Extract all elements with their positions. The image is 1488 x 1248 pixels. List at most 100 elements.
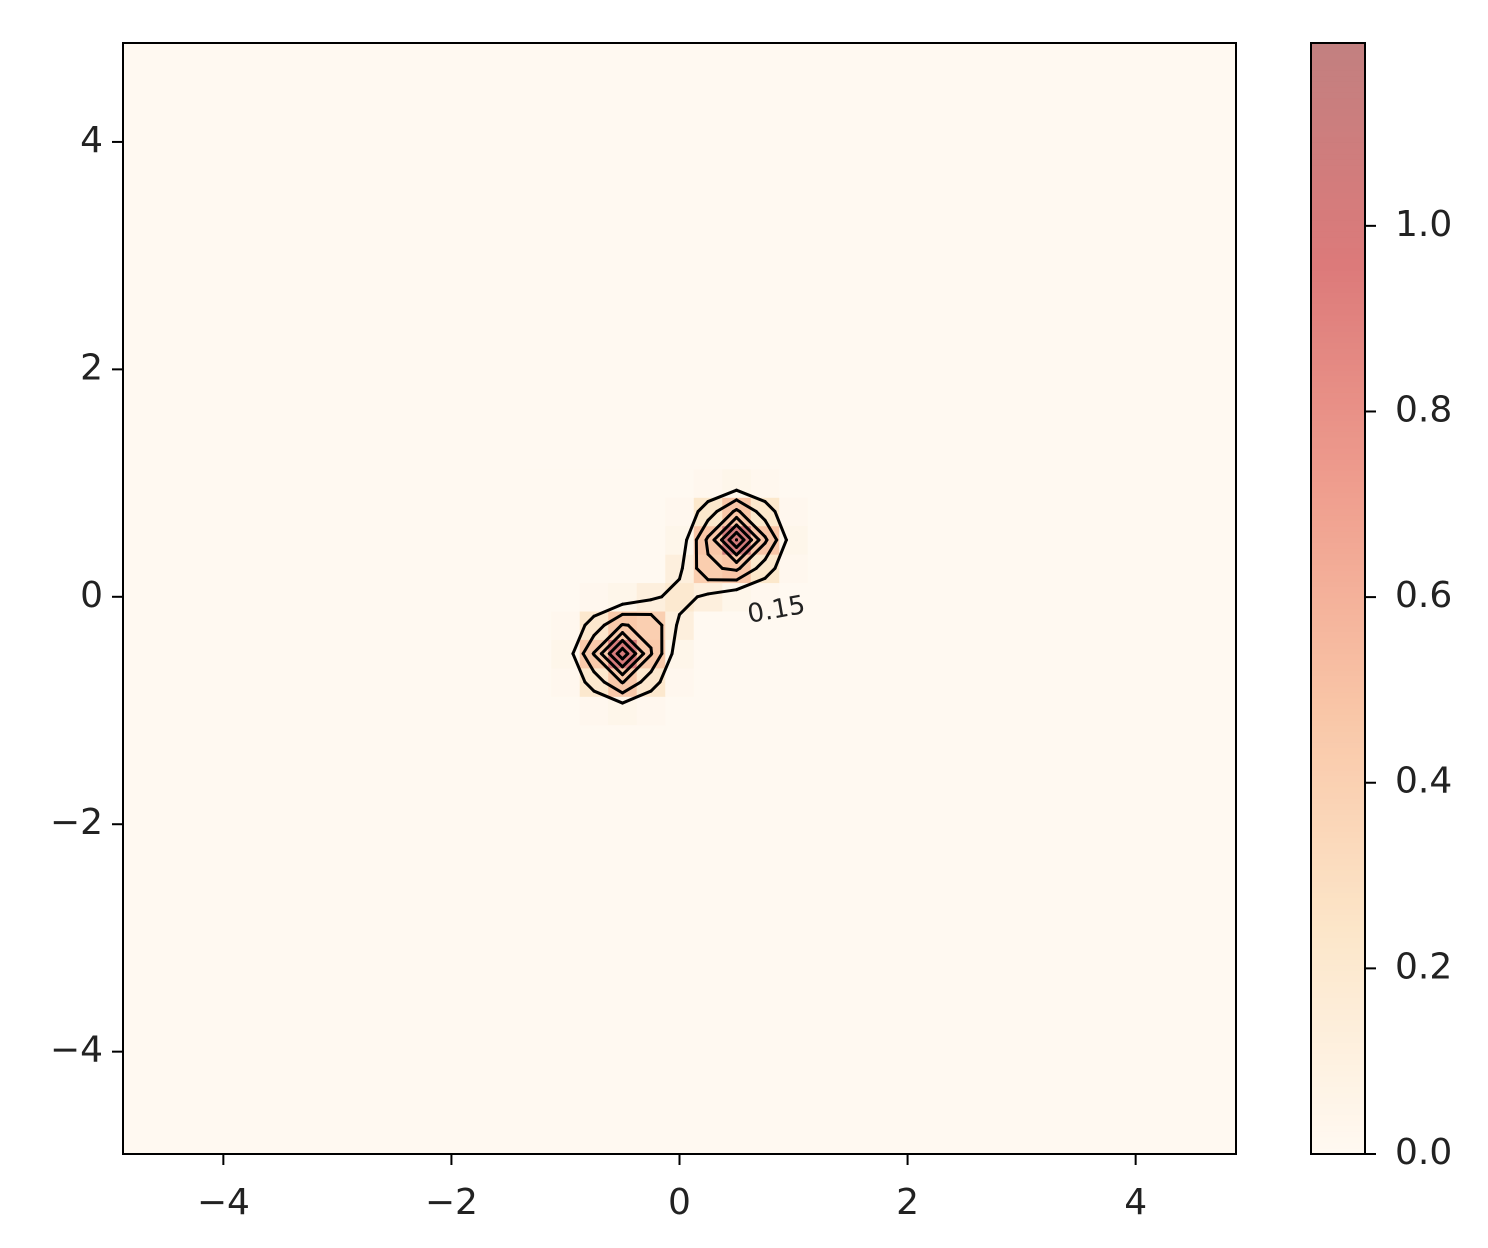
colorbar-segment [1311,1087,1365,1094]
heat-cell [722,696,752,726]
colorbar-segment [1311,259,1365,266]
heat-cell [551,724,581,754]
colorbar-tick-label: 0.6 [1395,575,1452,616]
colorbar-segment [1311,909,1365,916]
colorbar-segment [1311,970,1365,977]
contour-line [712,515,739,542]
contour-line [620,680,643,695]
colorbar-segment [1311,348,1365,355]
heat-cell [693,667,723,697]
colorbar-segment [1311,170,1365,177]
heat-cell [636,440,666,470]
colorbar-segment [1311,887,1365,894]
colorbar-segment [1311,648,1365,655]
colorbar-segment [1311,915,1365,922]
colorbar-frame [1310,42,1366,1155]
heat-cell [779,440,809,470]
colorbar-segment [1311,426,1365,433]
colorbar-segment [1311,598,1365,605]
colorbar-segment [1311,548,1365,555]
heat-cell [807,582,837,612]
contour-line [620,598,653,606]
colorbar-segment [1311,492,1365,500]
contour-line [735,530,746,542]
colorbar-segment [1311,404,1365,411]
colorbar-segment [1311,231,1365,239]
heat-cell [579,554,609,584]
colorbar-segment [1311,198,1365,205]
colorbar-segment [1311,592,1365,600]
colorbar-segment [1311,1142,1365,1150]
colorbar-segment [1311,642,1365,650]
colorbar-segment [1311,1092,1365,1100]
contour-line [592,670,606,684]
heat-cell [608,525,638,555]
colorbar-segment [1311,742,1365,750]
colorbar-segment [1311,1048,1365,1055]
contour-line [599,631,624,656]
colorbar-segment [1311,459,1365,466]
colorbar-segment [1311,659,1365,666]
contour-line [660,577,681,599]
colorbar-segment [1311,559,1365,566]
colorbar-segment [1311,554,1365,561]
colorbar-segment [1311,120,1365,127]
colorbar-segment [1311,965,1365,972]
colorbar-segment [1311,1115,1365,1122]
contour-line [720,538,739,557]
colorbar-segment [1311,442,1365,450]
contour-line [720,566,739,572]
contour-line [649,595,664,602]
colorbar-segment [1311,987,1365,994]
colorbar-segment [1311,870,1365,877]
contour-line [571,652,587,684]
heat-cell [636,497,666,527]
colorbar-segment [1311,276,1365,283]
colorbar-segment [1311,254,1365,261]
colorbar-segment [1311,1004,1365,1011]
colorbar-segment [1311,792,1365,800]
colorbar-tick-label: 1.0 [1395,204,1452,245]
colorbar-segment [1311,615,1365,622]
colorbar-segment [1311,565,1365,572]
contour-line [695,592,710,599]
colorbar-segment [1311,59,1365,66]
x-tick-label: 0 [668,1182,691,1223]
heat-cell [722,611,752,640]
contour-line [704,538,710,556]
colorbar-segment [1311,798,1365,805]
colorbar-segment [1311,359,1365,366]
heat-cell [807,696,837,726]
colorbar-segment [1311,781,1365,788]
colorbar-segment [1311,287,1365,294]
colorbar-segment [1311,892,1365,900]
heat-cell [779,667,809,697]
heat-cell [665,440,695,470]
contour-line [706,588,739,596]
x-tick-label: 2 [896,1182,919,1223]
heat-cell [750,468,780,498]
contour-line [620,638,638,656]
contour-line [602,612,624,627]
colorbar-segment [1311,620,1365,627]
colorbar-segment [1311,959,1365,966]
colorbar-segment [1311,865,1365,872]
colorbar-segment [1311,204,1365,211]
heat-cell [665,667,695,697]
colorbar-segment [1311,604,1365,611]
heat-cell [551,497,581,527]
colorbar-segment [1311,1009,1365,1016]
colorbar-segment [1311,931,1365,938]
colorbar-segment [1311,770,1365,777]
heat-cell [608,468,638,498]
colorbar-segment [1311,292,1365,300]
contour-line [706,510,735,539]
heat-cell [522,582,552,612]
colorbar-segment [1311,187,1365,194]
colorbar-segment [1311,626,1365,633]
contour-line [685,510,700,542]
colorbar-segment [1311,631,1365,638]
colorbar-segment [1311,370,1365,377]
colorbar-segment [1311,270,1365,277]
